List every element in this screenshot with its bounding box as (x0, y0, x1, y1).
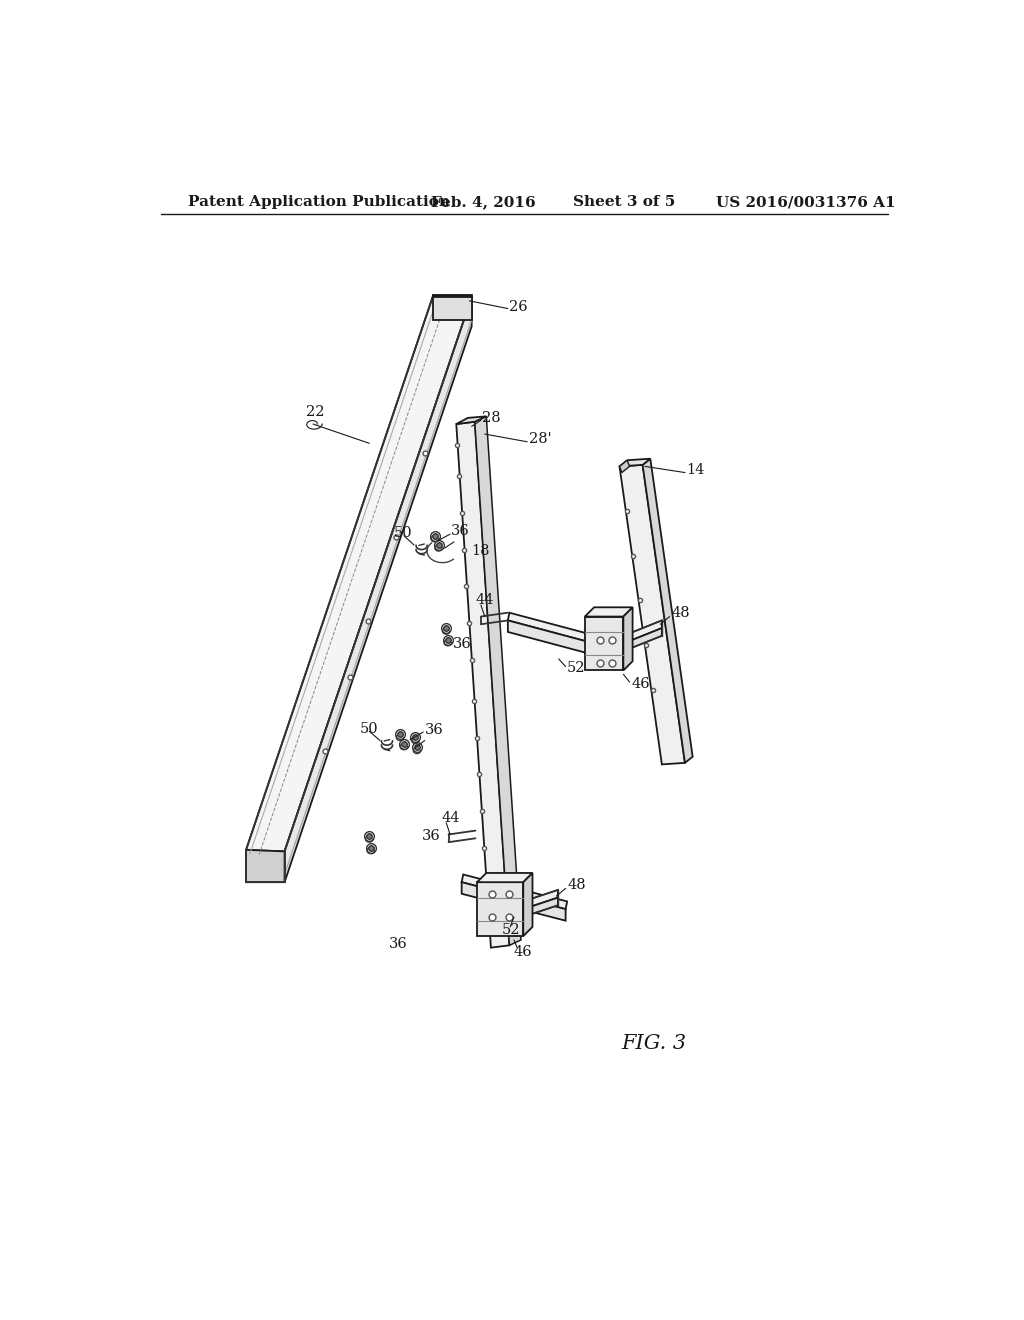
Polygon shape (475, 416, 521, 945)
Polygon shape (624, 620, 662, 644)
Polygon shape (624, 628, 662, 651)
Polygon shape (462, 882, 565, 921)
Text: Feb. 4, 2016: Feb. 4, 2016 (431, 195, 536, 210)
Polygon shape (433, 296, 472, 321)
Text: 48: 48 (671, 606, 690, 619)
Text: 36: 36 (425, 723, 443, 737)
Polygon shape (457, 422, 509, 948)
Text: 26: 26 (509, 300, 528, 314)
Text: 50: 50 (394, 527, 413, 540)
Polygon shape (508, 612, 625, 651)
Text: 46: 46 (513, 945, 531, 958)
Polygon shape (246, 850, 285, 882)
Text: 18: 18 (471, 544, 489, 558)
Polygon shape (643, 459, 692, 763)
Text: 36: 36 (388, 937, 408, 950)
Text: 52: 52 (502, 923, 520, 937)
Polygon shape (462, 875, 567, 909)
Polygon shape (508, 620, 624, 663)
Polygon shape (624, 607, 633, 671)
Polygon shape (620, 459, 650, 466)
Polygon shape (585, 607, 633, 616)
Text: 44: 44 (475, 594, 494, 607)
Text: 14: 14 (686, 463, 705, 478)
Text: 50: 50 (360, 722, 379, 737)
Text: Patent Application Publication: Patent Application Publication (188, 195, 451, 210)
Text: US 2016/0031376 A1: US 2016/0031376 A1 (716, 195, 895, 210)
Text: 52: 52 (567, 661, 586, 675)
Polygon shape (523, 890, 558, 909)
Text: 48: 48 (567, 878, 586, 891)
Text: 44: 44 (441, 812, 460, 825)
Polygon shape (620, 465, 685, 764)
Text: 22: 22 (306, 405, 325, 420)
Polygon shape (523, 873, 532, 936)
Polygon shape (523, 898, 558, 917)
Polygon shape (433, 296, 472, 297)
Polygon shape (246, 296, 472, 851)
Text: Sheet 3 of 5: Sheet 3 of 5 (573, 195, 676, 210)
Text: FIG. 3: FIG. 3 (622, 1035, 687, 1053)
Polygon shape (285, 297, 472, 882)
Text: 28': 28' (528, 433, 551, 446)
Text: 36: 36 (451, 524, 470, 539)
Polygon shape (477, 873, 532, 882)
Polygon shape (585, 616, 624, 671)
Polygon shape (620, 461, 630, 473)
Text: 36: 36 (422, 829, 440, 843)
Text: 46: 46 (631, 677, 649, 690)
Text: 36: 36 (453, 636, 471, 651)
Polygon shape (457, 416, 486, 424)
Polygon shape (477, 882, 523, 936)
Text: 28: 28 (481, 411, 501, 425)
